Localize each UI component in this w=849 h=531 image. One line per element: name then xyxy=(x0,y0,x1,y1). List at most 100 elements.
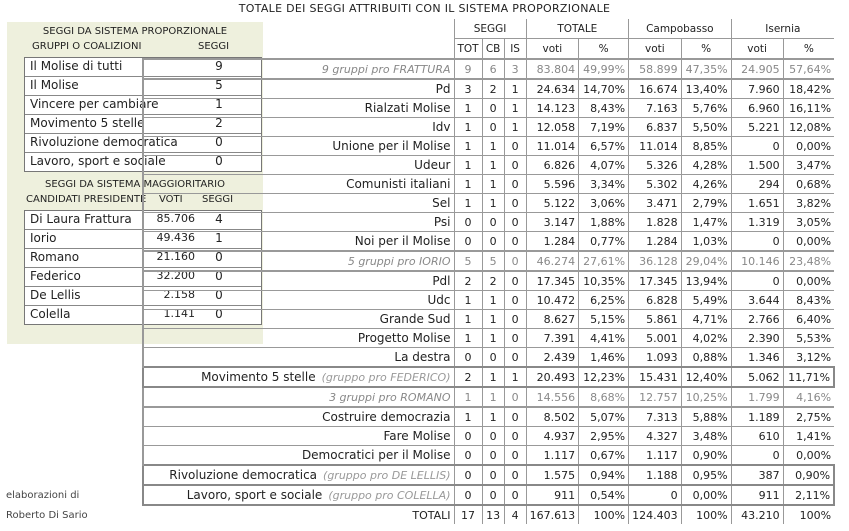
table-row: Rivoluzione democratica (gruppo pro DE LE… xyxy=(142,464,836,486)
subheader-pct: % xyxy=(681,38,732,59)
pct-total: 2,95% xyxy=(578,426,630,446)
votes-total: 8.502 xyxy=(526,407,580,427)
pct-cb: 29,04% xyxy=(681,250,732,272)
votes-cb: 1.284 xyxy=(628,231,682,252)
party-name: Pd xyxy=(142,79,455,99)
group-name: Lavoro, sport e sociale xyxy=(30,154,166,168)
party-name: Fare Molise xyxy=(142,426,455,446)
pct-is: 8,43% xyxy=(783,290,835,310)
votes-cb: 5.861 xyxy=(628,309,682,329)
seats-cb: 2 xyxy=(482,271,505,291)
seats-is: 1 xyxy=(504,117,527,137)
seats-is: 0 xyxy=(504,290,527,310)
seats-is: 0 xyxy=(504,155,527,175)
prop-col-groups: GRUPPI O COALIZIONI xyxy=(32,41,142,52)
votes-cb: 5.001 xyxy=(628,328,682,348)
group-name: Movimento 5 stelle xyxy=(30,116,145,130)
votes-total: 12.058 xyxy=(526,117,580,137)
votes-is: 3.644 xyxy=(731,290,784,310)
group-name: Vincere per cambiare xyxy=(30,97,159,111)
pct-is: 0,00% xyxy=(783,445,835,466)
seats-tot: 2 xyxy=(453,366,483,388)
pct-is: 3,05% xyxy=(783,212,835,232)
pct-cb: 4,71% xyxy=(681,309,732,329)
votes-cb: 5.326 xyxy=(628,155,682,175)
pct-cb: 4,26% xyxy=(681,174,732,194)
party-name: Progetto Molise xyxy=(142,328,455,348)
table-row: 5 gruppi pro IORIO 5 5 0 46.274 27,61% 36.128 2… xyxy=(142,250,835,272)
seats-cb: 1 xyxy=(482,174,505,194)
table-row: Costruire democrazia 1 1 0 8.502 5,07% 7.313 5,… xyxy=(142,407,835,427)
pct-is: 18,42% xyxy=(783,79,835,99)
table-row: Udc 1 1 0 10.472 6,25% 6.828 5,49% 3.644 8,43% xyxy=(142,290,835,310)
subheader-voti: voti xyxy=(731,38,784,59)
votes-cb: 15.431 xyxy=(628,366,682,388)
seats-is: 0 xyxy=(504,271,527,291)
subheader-cb: CB xyxy=(482,38,505,59)
magg-title: SEGGI DA SISTEMA MAGGIORITARIO xyxy=(44,179,225,190)
seats-tot: 1 xyxy=(453,386,483,408)
pct-cb: 0,90% xyxy=(681,445,732,466)
seats-tot: 17 xyxy=(453,505,483,524)
pct-total: 3,34% xyxy=(578,174,630,194)
table-row: Idv 1 0 1 12.058 7,19% 6.837 5,50% 5.221 12,08% xyxy=(142,117,835,137)
pct-is: 11,71% xyxy=(783,366,836,388)
table-row: La destra 0 0 0 2.439 1,46% 1.093 0,88% 1.346 3,1… xyxy=(142,347,835,368)
seats-is: 0 xyxy=(504,445,527,466)
seats-tot: 0 xyxy=(453,464,483,486)
votes-cb: 1.093 xyxy=(628,347,682,368)
pct-total: 8,43% xyxy=(578,98,630,118)
single-list-label: Rivoluzione democratica (gruppo pro DE LE… xyxy=(142,464,454,486)
results-table: SEGGI TOTALE Campobasso Isernia TOT CB I… xyxy=(142,19,836,524)
group-row-label: 3 gruppi pro ROMANO xyxy=(142,386,454,408)
pct-total: 0,94% xyxy=(578,464,630,486)
pct-is: 2,75% xyxy=(783,407,835,427)
party-name: Sel xyxy=(142,193,455,213)
single-list-label: Lavoro, sport e sociale (gruppo pro COLEL… xyxy=(142,484,454,506)
seats-is: 0 xyxy=(504,231,527,252)
pct-total: 14,70% xyxy=(578,79,630,99)
group-name: Il Molise di tutti xyxy=(30,59,123,73)
votes-cb: 1.188 xyxy=(628,464,682,486)
votes-is: 1.799 xyxy=(731,386,784,408)
seats-tot: 1 xyxy=(453,407,483,427)
seats-is: 0 xyxy=(504,212,527,232)
votes-is: 610 xyxy=(731,426,784,446)
votes-is: 5.221 xyxy=(731,117,784,137)
candidate-name: Iorio xyxy=(30,231,57,245)
seats-cb: 1 xyxy=(482,193,505,213)
votes-cb: 6.837 xyxy=(628,117,682,137)
table-row: Noi per il Molise 0 0 0 1.284 0,77% 1.284 1,03%… xyxy=(142,231,835,252)
credit-line1: elaborazioni di xyxy=(6,490,80,501)
seats-cb: 13 xyxy=(482,505,505,524)
pct-total: 1,46% xyxy=(578,347,630,368)
seats-is: 0 xyxy=(504,426,527,446)
votes-cb: 11.014 xyxy=(628,136,682,156)
seats-cb: 1 xyxy=(482,309,505,329)
table-row: Udeur 1 1 0 6.826 4,07% 5.326 4,28% 1.500 3,47% xyxy=(142,155,835,175)
votes-cb: 7.163 xyxy=(628,98,682,118)
votes-is: 6.960 xyxy=(731,98,784,118)
votes-total: 1.117 xyxy=(526,445,580,466)
pct-is: 0,68% xyxy=(783,174,835,194)
seats-tot: 3 xyxy=(453,79,483,99)
seats-is: 1 xyxy=(504,366,527,388)
table-row: Democratici per il Molise 0 0 0 1.117 0,67% 1.… xyxy=(142,445,835,466)
votes-total: 14.123 xyxy=(526,98,580,118)
pct-total: 27,61% xyxy=(578,250,630,272)
votes-total: 7.391 xyxy=(526,328,580,348)
subheader-pct: % xyxy=(803,42,814,55)
table-row: Psi 0 0 0 3.147 1,88% 1.828 1,47% 1.319 3,05% xyxy=(142,212,835,232)
seats-is: 0 xyxy=(504,347,527,368)
votes-cb: 5.302 xyxy=(628,174,682,194)
pct-total: 4,41% xyxy=(578,328,630,348)
table-row: Movimento 5 stelle (gruppo pro FEDERICO) 2… xyxy=(142,366,836,388)
pct-is: 57,64% xyxy=(783,58,835,80)
single-list-name: Lavoro, sport e sociale xyxy=(186,488,323,502)
votes-total: 5.122 xyxy=(526,193,580,213)
party-name: Grande Sud xyxy=(142,309,455,329)
pct-total: 6,57% xyxy=(578,136,630,156)
votes-cb: 0 xyxy=(628,484,682,506)
seats-tot: 0 xyxy=(453,484,483,506)
table-row: Unione per il Molise 1 1 0 11.014 6,57% 11.014… xyxy=(142,136,835,156)
